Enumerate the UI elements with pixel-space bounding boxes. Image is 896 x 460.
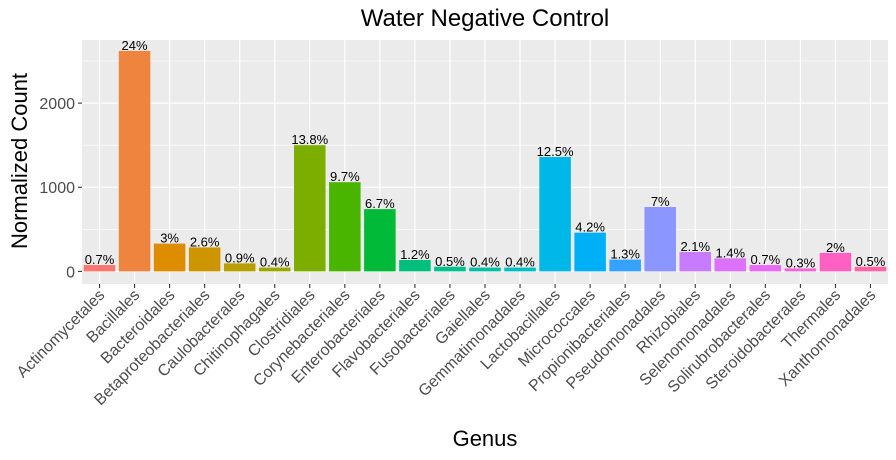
bar-data-label: 0.4% bbox=[470, 255, 500, 270]
bar bbox=[854, 266, 887, 272]
bar bbox=[153, 243, 186, 272]
bar bbox=[294, 145, 326, 272]
data-labels: 0.7% 24% 3% 2.6% 0.9% 0.4% 13.8% 9.7% 6.7% 1.2% 0.… bbox=[85, 38, 886, 270]
y-axis-title: Normalized Count bbox=[7, 73, 32, 249]
bar-data-label: 4.2% bbox=[575, 220, 605, 235]
bar bbox=[784, 268, 817, 272]
bar bbox=[399, 260, 431, 272]
bar bbox=[539, 156, 571, 272]
x-axis-ticks: ActinomycetalesBacillalesBacteroidalesBe… bbox=[14, 284, 879, 409]
bar-data-label: 0.4% bbox=[505, 255, 535, 270]
bar-data-label: 1.2% bbox=[400, 247, 430, 262]
bar-data-label: 7% bbox=[651, 194, 670, 209]
bar-data-label: 0.5% bbox=[856, 254, 886, 269]
bar-data-label: 13.8% bbox=[291, 132, 328, 147]
bar bbox=[819, 252, 852, 272]
bar-data-label: 0.4% bbox=[260, 255, 290, 270]
y-axis-ticks: 0 1000 2000 bbox=[39, 96, 82, 281]
bar-data-label: 0.9% bbox=[225, 250, 255, 265]
bar bbox=[644, 207, 676, 272]
y-tick-label: 1000 bbox=[39, 180, 75, 197]
bar bbox=[434, 266, 466, 272]
bar-data-label: 6.7% bbox=[365, 196, 395, 211]
bar-data-label: 1.3% bbox=[610, 247, 640, 262]
bar bbox=[714, 258, 747, 272]
bars bbox=[83, 50, 887, 272]
bar-data-label: 0.7% bbox=[751, 252, 781, 267]
bar bbox=[364, 209, 396, 272]
bar bbox=[329, 182, 361, 272]
bar bbox=[574, 232, 606, 272]
bar-data-label: 24% bbox=[122, 38, 148, 53]
bar bbox=[469, 267, 501, 272]
y-tick-label: 0 bbox=[66, 264, 75, 281]
bar bbox=[609, 259, 641, 272]
bar bbox=[504, 267, 536, 272]
bar-data-label: 2% bbox=[826, 240, 845, 255]
bar-data-label: 1.4% bbox=[715, 245, 745, 260]
bar-data-label: 2.1% bbox=[680, 239, 710, 254]
bar-data-label: 0.3% bbox=[786, 255, 816, 270]
bar-data-label: 0.5% bbox=[435, 254, 465, 269]
bar bbox=[83, 265, 116, 272]
bar-data-label: 0.7% bbox=[85, 252, 115, 267]
bar bbox=[188, 247, 221, 272]
bar-data-label: 9.7% bbox=[330, 169, 360, 184]
bar-data-label: 2.6% bbox=[190, 234, 220, 249]
bar bbox=[749, 265, 782, 272]
y-tick-label: 2000 bbox=[39, 96, 75, 113]
bar bbox=[223, 263, 256, 272]
chart-title: Water Negative Control bbox=[361, 5, 610, 32]
bar-data-label: 3% bbox=[160, 231, 179, 246]
x-axis-title: Genus bbox=[453, 426, 518, 451]
bar bbox=[258, 267, 291, 272]
bar bbox=[679, 252, 712, 272]
bar-data-label: 12.5% bbox=[537, 144, 574, 159]
bar bbox=[118, 50, 151, 272]
